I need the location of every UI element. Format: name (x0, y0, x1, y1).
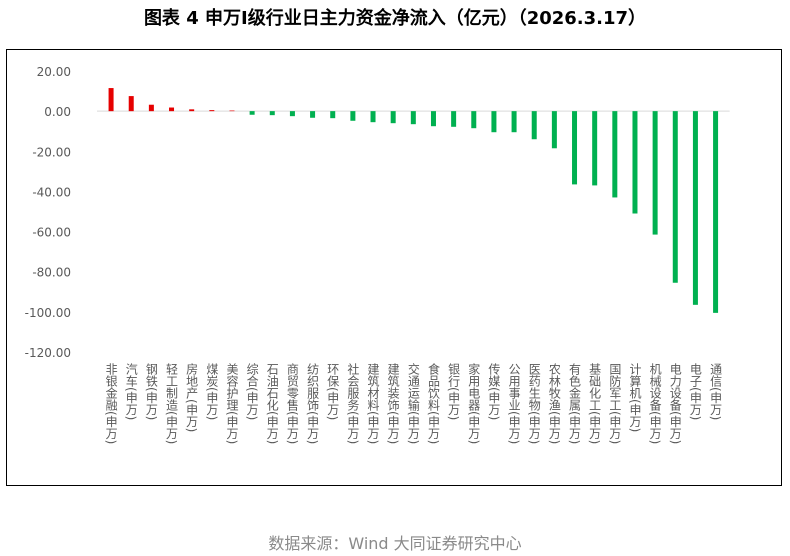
bar (289, 111, 295, 117)
bar (108, 88, 114, 112)
x-tick-label: 非银金融(申万) (104, 363, 118, 445)
x-tick-label: 通信(申万) (709, 363, 723, 421)
bar (148, 104, 154, 112)
bar (713, 111, 719, 313)
y-tick-label: -40.00 (32, 185, 71, 199)
bar (310, 111, 316, 118)
x-tick-label: 医药生物(申万) (527, 363, 541, 444)
chart-title: 图表 4 申万Ⅰ级行业日主力资金净流入（亿元）（2026.3.17） (143, 8, 647, 29)
bar (592, 111, 598, 186)
x-tick-label: 公用事业(申万) (507, 363, 521, 444)
x-tick-label: 有色金属(申万) (568, 363, 582, 445)
bar (128, 96, 134, 112)
x-tick-label: 钢铁(申万) (144, 363, 158, 421)
x-tick-label: 石油石化(申万) (265, 363, 279, 444)
x-tick-label: 银行(申万) (447, 363, 461, 421)
bar (249, 111, 255, 115)
x-tick-label: 综合(申万) (245, 363, 259, 421)
bar (692, 111, 698, 305)
bar (451, 111, 457, 127)
x-tick-label: 国防军工(申万) (608, 363, 622, 444)
bar (189, 109, 195, 112)
y-tick-label: -80.00 (32, 266, 71, 280)
chart-frame: 20.00 0.00 -20.00 -40.00 -60.00 -80.00 -100.00… (6, 49, 782, 486)
bar (370, 111, 376, 123)
x-tick-label: 机械设备(申万) (648, 363, 662, 445)
x-tick-label: 房地产(申万) (185, 362, 199, 433)
bar (612, 111, 618, 198)
bar (269, 111, 275, 116)
bar (209, 110, 215, 112)
x-tick-label: 计算机(申万) (628, 363, 642, 433)
bar (229, 110, 235, 112)
bar (430, 111, 436, 127)
x-tick-label: 建筑装饰(申万) (386, 363, 400, 445)
bar (531, 111, 537, 140)
x-tick-label: 家用电器(申万) (467, 362, 481, 445)
x-tick-label: 环保(申万) (326, 363, 340, 420)
bar (652, 111, 658, 235)
bar (410, 111, 416, 125)
x-tick-label: 电力设备(申万) (668, 363, 682, 445)
bar (169, 107, 175, 112)
x-tick-label: 农林牧渔(申万) (547, 363, 561, 445)
x-tick-label: 煤炭(申万) (205, 363, 219, 421)
y-tick-label: -120.00 (25, 346, 71, 360)
bar (350, 111, 356, 121)
bar-chart: 20.00 0.00 -20.00 -40.00 -60.00 -80.00 -100.00… (25, 65, 730, 445)
bar (632, 111, 638, 214)
x-tick-label: 美容护理(申万) (225, 363, 239, 445)
y-tick-label: -60.00 (32, 226, 71, 240)
x-tick-label: 食品饮料(申万) (426, 362, 440, 445)
x-tick-label: 社会服务(申万) (346, 362, 360, 445)
bar (672, 111, 678, 283)
bar (471, 111, 477, 129)
bar (491, 111, 497, 133)
x-tick-label: 电子(申万) (688, 363, 702, 421)
y-tick-label: 20.00 (37, 65, 71, 79)
bar (330, 111, 336, 119)
x-tick-label: 汽车(申万) (124, 362, 138, 421)
x-tick-label: 纺织服饰(申万) (306, 363, 320, 445)
x-tick-label: 传媒(申万) (487, 362, 501, 421)
x-tick-label: 交通运输(申万) (406, 362, 420, 445)
bar (572, 111, 578, 185)
bar (551, 111, 557, 149)
y-tick-label: 0.00 (44, 105, 71, 119)
y-tick-label: -100.00 (25, 306, 71, 320)
x-tick-label: 商贸零售(申万) (285, 362, 299, 445)
bar (511, 111, 517, 133)
y-tick-label: -20.00 (32, 145, 71, 159)
x-tick-label: 基础化工(申万) (588, 363, 602, 445)
x-tick-label: 建筑材料(申万) (366, 363, 380, 445)
x-tick-label: 轻工制造(申万) (165, 363, 179, 445)
data-source-note: 数据来源：Wind 大同证券研究中心 (268, 534, 522, 553)
bar (390, 111, 396, 124)
